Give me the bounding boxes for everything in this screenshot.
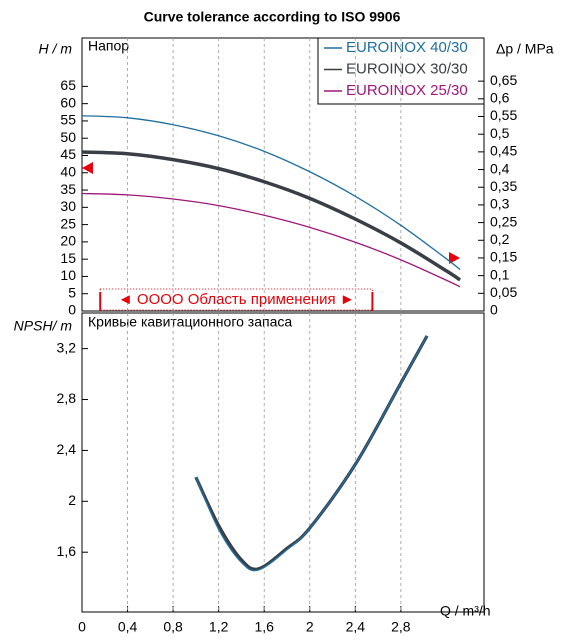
y-tick-label: 15 xyxy=(60,250,76,266)
y2-tick-label: 0 xyxy=(490,302,498,318)
y-tick-label: 3,2 xyxy=(57,339,77,355)
x-tick-label: 0 xyxy=(78,619,86,635)
y-tick-label: 10 xyxy=(60,267,76,283)
y-tick-label: 1,6 xyxy=(57,543,77,559)
y-tick-label: 60 xyxy=(60,94,76,110)
y2-tick-label: 0,5 xyxy=(490,125,510,141)
legend-label: EUROINOX 40/30 xyxy=(346,39,468,56)
y2-tick-label: 0,45 xyxy=(490,143,517,159)
y2-tick-label: 0,65 xyxy=(490,72,517,88)
y-tick-label: 0 xyxy=(68,302,76,318)
x-tick-label: 2,8 xyxy=(391,619,411,635)
x-tick-label: 1,2 xyxy=(209,619,229,635)
y-tick-label: 5 xyxy=(68,284,76,300)
plot-frame xyxy=(81,312,485,613)
y2-axis-label: Δp / MPa xyxy=(496,41,554,57)
y2-tick-label: 0,55 xyxy=(490,107,517,123)
x-tick-label: 0,8 xyxy=(163,619,183,635)
y-tick-label: 40 xyxy=(60,163,76,179)
x-tick-label: 0,4 xyxy=(118,619,138,635)
chart-title: Curve tolerance according to ISO 9906 xyxy=(144,9,401,25)
y-tick-label: 2 xyxy=(68,492,76,508)
plot-frame xyxy=(81,37,485,312)
legend: EUROINOX 40/30 EUROINOX 30/30 EUROINOX 25/… xyxy=(317,38,484,105)
y-tick-label: 45 xyxy=(60,146,76,162)
y-tick-label: 30 xyxy=(60,198,76,214)
y2-tick-label: 0,35 xyxy=(490,178,517,194)
y-axis-label: NPSH/ m xyxy=(14,318,73,334)
y2-tick-label: 0,1 xyxy=(490,266,510,282)
y2-tick-label: 0,6 xyxy=(490,90,510,106)
panel-title: Кривые кавитационного запаса xyxy=(88,314,292,330)
y2-tick-label: 0,05 xyxy=(490,284,517,300)
series-line xyxy=(82,115,461,271)
y2-tick-label: 0,3 xyxy=(490,196,510,212)
x-tick-label: 2 xyxy=(306,619,314,635)
x-tick-label: 1,6 xyxy=(254,619,274,635)
series-line xyxy=(194,335,429,571)
x-tick-label: 2,4 xyxy=(346,619,366,635)
y-tick-label: 50 xyxy=(60,129,76,145)
marker xyxy=(82,162,93,174)
y2-tick-label: 0,4 xyxy=(490,160,510,176)
y-tick-label: 55 xyxy=(60,112,76,128)
y-tick-label: 35 xyxy=(60,181,76,197)
series-line xyxy=(82,150,462,282)
y-tick-label: 20 xyxy=(60,233,76,249)
x-axis-label: Q / m³/h xyxy=(440,603,491,619)
y2-tick-label: 0,2 xyxy=(490,231,510,247)
marker xyxy=(449,252,460,264)
y-tick-label: 25 xyxy=(60,215,76,231)
y2-tick-label: 0,25 xyxy=(490,213,517,229)
series-line xyxy=(195,335,428,572)
y-tick-label: 2,4 xyxy=(57,441,77,457)
y-tick-label: 65 xyxy=(60,77,76,93)
legend-label: EUROINOX 25/30 xyxy=(346,82,468,99)
series-line xyxy=(82,192,461,288)
y2-tick-label: 0,15 xyxy=(490,249,517,265)
y-axis-label: H / m xyxy=(39,41,73,57)
legend-label: EUROINOX 30/30 xyxy=(346,60,468,77)
range-label: ◄ OOOO Область применения ► xyxy=(118,291,355,308)
panel-title: Напор xyxy=(88,38,129,54)
y-tick-label: 2,8 xyxy=(57,390,77,406)
